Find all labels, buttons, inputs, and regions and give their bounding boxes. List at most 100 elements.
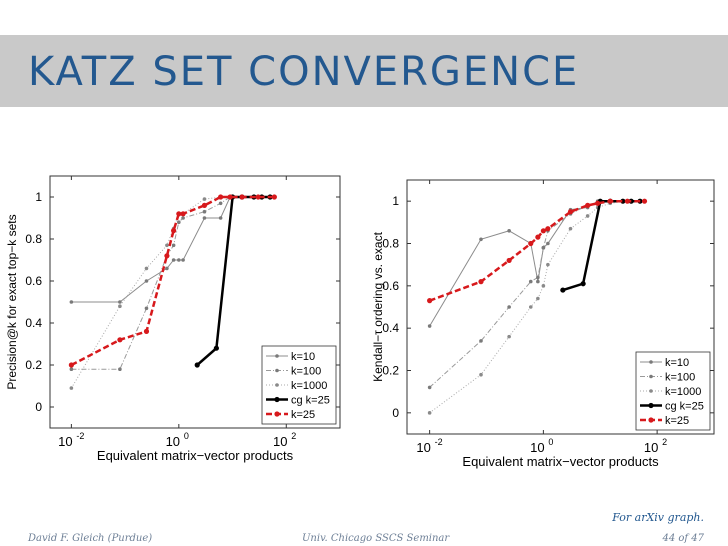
chart-1-legend-label: k=100 — [665, 372, 695, 384]
chart-0-series-3-point — [213, 345, 219, 351]
chart-1-series-2-point — [585, 214, 590, 218]
chart-0-series-0-point — [202, 216, 207, 220]
chart-1-legend-marker — [649, 389, 653, 393]
chart-0-series-4-point — [227, 194, 233, 200]
chart-0-series-0-point — [118, 300, 122, 304]
chart-1-series-4-point — [545, 226, 551, 232]
title-bar: KATZ SET CONVERGENCE — [0, 35, 728, 107]
chart-1-series-4-point — [595, 200, 601, 206]
chart-0-x-axis-label: Equivalent matrix−vector products — [97, 448, 294, 463]
footer-author: David F. Gleich (Purdue) — [28, 533, 153, 544]
chart-0-series-4-point — [201, 202, 208, 208]
chart-0-series-4-point — [255, 194, 261, 200]
chart-0-series-0-point — [144, 279, 149, 283]
chart-1-series-2-point — [427, 411, 432, 415]
chart-0-legend-label: k=1000 — [291, 380, 327, 392]
chart-1-series-3-point — [560, 287, 566, 293]
chart-1-series-0-point — [536, 279, 540, 284]
chart-1-legend-marker — [649, 374, 653, 379]
chart-1-series-1-point — [528, 279, 533, 284]
chart-0-series-4-point — [171, 228, 177, 234]
chart-0-series-3-point — [194, 362, 200, 368]
chart-0-y-axis-label: Precision@k for exact top−k sets — [5, 214, 19, 389]
chart-1-series-4-point — [585, 202, 591, 208]
chart-0-series-4-point — [68, 362, 74, 368]
chart-1-ytick-label: 0.2 — [382, 364, 399, 378]
chart-0-xtick-exponent: 0 — [184, 431, 189, 441]
chart-1-series-4-point — [506, 257, 512, 264]
precision-chart: 0 0.2 0.4 0.6 0.8 1 10 -2 10 0 10 2 Equivalent matri… — [5, 175, 341, 463]
chart-0-series-2-point — [69, 386, 74, 390]
chart-1-series-4-point — [607, 198, 613, 204]
chart-0-ytick-label: 0 — [35, 400, 42, 414]
chart-1-series-3-point — [580, 281, 586, 287]
chart-1-series-4-point — [478, 279, 484, 285]
chart-0-series-0-point — [177, 258, 181, 262]
chart-1-xtick-label: 10 — [530, 440, 544, 455]
chart-0-legend-box — [261, 345, 337, 425]
slide-title: KATZ SET CONVERGENCE — [28, 49, 580, 95]
footer-venue: Univ. Chicago SSCS Seminar — [302, 533, 450, 544]
chart-1-series-4-point — [567, 209, 574, 215]
chart-0-series-0-point — [218, 216, 223, 220]
chart-1-legend-label: k=10 — [665, 357, 689, 369]
chart-1-series-4-point — [641, 198, 648, 204]
chart-0-xtick-exponent: -2 — [76, 431, 84, 441]
chart-0-xtick-label: 10 — [273, 434, 287, 449]
chart-0-series-1-point — [118, 367, 122, 371]
chart-0-series-1-point — [177, 220, 181, 224]
chart-0-xtick-label: 10 — [58, 434, 72, 449]
chart-0-series-4-point — [164, 253, 170, 259]
chart-0-series-2-point — [165, 243, 169, 248]
chart-1-series-2-point — [568, 226, 573, 231]
chart-0-legend-label: k=100 — [291, 366, 321, 378]
chart-1-legend-marker — [648, 417, 654, 423]
arxiv-note: For arXiv graph. — [612, 511, 704, 524]
chart-1-series-0-point — [507, 229, 511, 233]
chart-1-series-4-point — [427, 298, 433, 304]
chart-1-ytick-label: 1 — [392, 194, 399, 208]
chart-1-series-0-point — [479, 237, 483, 242]
chart-0-series-4-point — [180, 211, 186, 217]
chart-0-legend-marker — [275, 383, 279, 387]
chart-1-legend-marker — [648, 402, 654, 409]
chart-0-ytick-label: 0.8 — [25, 232, 42, 246]
chart-0-ytick-label: 0.6 — [25, 274, 42, 288]
chart-0-series-2-point — [202, 197, 207, 201]
chart-1-legend-box — [635, 351, 711, 431]
chart-1-series-4-point — [528, 240, 534, 247]
chart-0-ytick-label: 0.4 — [25, 316, 42, 330]
chart-0-series-1-point — [218, 201, 223, 206]
chart-1-legend-label: k=25 — [665, 415, 689, 427]
chart-0-ytick-label: 1 — [35, 190, 42, 204]
chart-1-series-2-point — [546, 262, 550, 267]
chart-1-xtick-exponent: -2 — [435, 437, 443, 447]
chart-1-series-1-point — [541, 245, 546, 250]
chart-0-legend-label: k=10 — [291, 351, 315, 363]
chart-1-legend-marker — [649, 360, 653, 364]
chart-1-x-axis-label: Equivalent matrix−vector products — [462, 454, 659, 469]
footer-page-number: 44 of 47 — [662, 533, 704, 544]
chart-1-ytick-label: 0.6 — [382, 279, 399, 293]
chart-1-xtick-label: 10 — [416, 440, 430, 455]
chart-1-ytick-label: 0 — [392, 406, 399, 420]
chart-1-legend-label: k=1000 — [665, 386, 701, 398]
chart-1-series-4-point — [540, 228, 546, 234]
chart-1-series-1-point — [536, 275, 540, 280]
chart-1-legend-label: cg k=25 — [665, 401, 704, 413]
chart-1-series-0-point — [427, 324, 432, 328]
chart-1-series-1-point — [507, 305, 511, 309]
chart-0-xtick-exponent: 2 — [291, 431, 296, 441]
chart-0-series-1-point — [69, 367, 74, 371]
chart-0-series-0-point — [69, 300, 74, 304]
chart-1-series-1-point — [427, 385, 432, 390]
chart-1-series-3-point — [620, 198, 626, 204]
chart-0-series-0-point — [165, 266, 169, 271]
chart-0-series-1-point — [144, 306, 149, 311]
chart-1-y-axis-label: Kendall−τ ordering vs. exact — [371, 231, 385, 381]
chart-0-series-4-point — [117, 337, 123, 343]
chart-0-legend-marker — [274, 411, 280, 417]
chart-0-legend-label: k=25 — [291, 409, 315, 421]
chart-1-ytick-label: 0.8 — [382, 237, 399, 251]
